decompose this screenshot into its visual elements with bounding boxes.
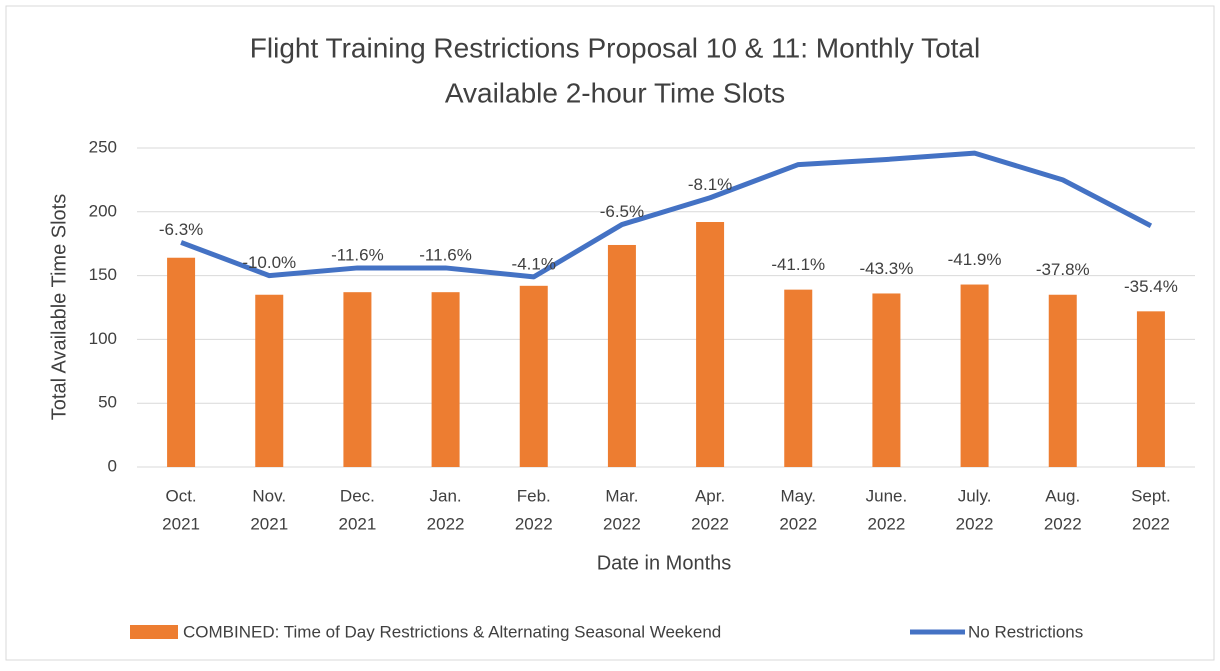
chart-title: Available 2-hour Time Slots [445, 77, 785, 108]
x-tick-label: 2022 [603, 514, 641, 533]
y-tick-label: 0 [108, 456, 117, 475]
bar [960, 284, 989, 467]
annotation: -41.1% [771, 255, 825, 274]
bar [255, 294, 284, 467]
bar [431, 292, 460, 467]
bar [872, 293, 901, 467]
bar [696, 222, 725, 467]
bar [1048, 294, 1077, 467]
annotation: -8.1% [688, 175, 732, 194]
legend-label: COMBINED: Time of Day Restrictions & Alt… [183, 622, 721, 641]
x-axis-title: Date in Months [597, 552, 732, 574]
x-tick-label: Sept. [1131, 486, 1171, 505]
y-tick-label: 250 [89, 137, 117, 156]
annotation: -6.3% [159, 220, 203, 239]
x-tick-label: 2022 [1044, 514, 1082, 533]
x-tick-label: July. [958, 486, 992, 505]
legend-swatch [130, 625, 178, 639]
x-tick-label: 2022 [1132, 514, 1170, 533]
bar [519, 285, 548, 467]
x-tick-label: Oct. [165, 486, 196, 505]
annotation: -6.5% [600, 202, 644, 221]
x-tick-label: Jan. [430, 486, 462, 505]
y-tick-label: 100 [89, 329, 117, 348]
x-tick-label: 2021 [162, 514, 200, 533]
legend-label: No Restrictions [968, 622, 1083, 641]
annotation: -43.3% [859, 259, 913, 278]
x-tick-label: 2022 [691, 514, 729, 533]
annotation: -4.1% [512, 254, 556, 273]
y-tick-label: 150 [89, 265, 117, 284]
x-tick-label: Aug. [1045, 486, 1080, 505]
bar [1136, 311, 1165, 467]
x-tick-label: Feb. [517, 486, 551, 505]
y-tick-label: 50 [98, 393, 117, 412]
x-tick-label: 2022 [515, 514, 553, 533]
annotation: -10.0% [242, 253, 296, 272]
x-tick-label: 2021 [250, 514, 288, 533]
chart-title: Flight Training Restrictions Proposal 10… [250, 32, 980, 63]
x-tick-label: 2022 [956, 514, 994, 533]
annotation: -35.4% [1124, 277, 1178, 296]
bar [343, 292, 372, 467]
bar [607, 244, 636, 467]
bar [167, 257, 196, 467]
x-tick-label: 2022 [427, 514, 465, 533]
x-tick-label: Nov. [252, 486, 286, 505]
annotation: -41.9% [948, 250, 1002, 269]
bar [784, 289, 813, 467]
line [180, 150, 1153, 280]
annotation: -11.6% [331, 245, 384, 264]
x-tick-label: Dec. [340, 486, 375, 505]
x-tick-label: Apr. [695, 486, 725, 505]
x-tick-label: May. [780, 486, 816, 505]
y-axis-title: Total Available Time Slots [48, 194, 70, 420]
x-tick-label: June. [866, 486, 908, 505]
x-tick-label: 2021 [339, 514, 377, 533]
annotation: -11.6% [419, 245, 472, 264]
y-tick-label: 200 [89, 201, 117, 220]
x-tick-label: Mar. [605, 486, 638, 505]
annotation: -37.8% [1036, 260, 1090, 279]
x-tick-label: 2022 [868, 514, 906, 533]
x-tick-label: 2022 [779, 514, 817, 533]
